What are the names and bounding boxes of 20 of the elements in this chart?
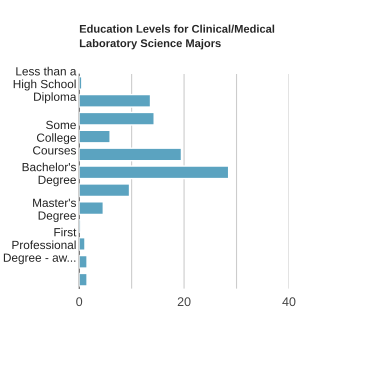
- bar: [79, 236, 86, 251]
- bar: [79, 112, 155, 126]
- chart-title: Education Levels for Clinical/Medical Laboratory Science Majors: [80, 24, 274, 50]
- x-tick-label: 40: [282, 297, 296, 306]
- y-tick-label: Bachelor's Degree: [22, 162, 76, 186]
- bar: [79, 130, 111, 144]
- bar: [79, 272, 88, 287]
- y-tick-label: Some College Courses: [33, 120, 76, 155]
- x-tick-label: 20: [178, 297, 191, 306]
- bar: [79, 76, 82, 90]
- y-tick-label: Less than a High School Diploma: [14, 66, 76, 104]
- bar: [79, 165, 230, 180]
- bar: [79, 183, 130, 198]
- bar: [79, 148, 182, 162]
- bar: [79, 254, 88, 269]
- y-tick-label: Master's Degree: [33, 198, 76, 222]
- x-tick-label: 0: [76, 297, 82, 306]
- y-tick-label: First Professional Degree - aw...: [4, 228, 76, 264]
- bar: [79, 201, 104, 216]
- bar: [79, 94, 152, 108]
